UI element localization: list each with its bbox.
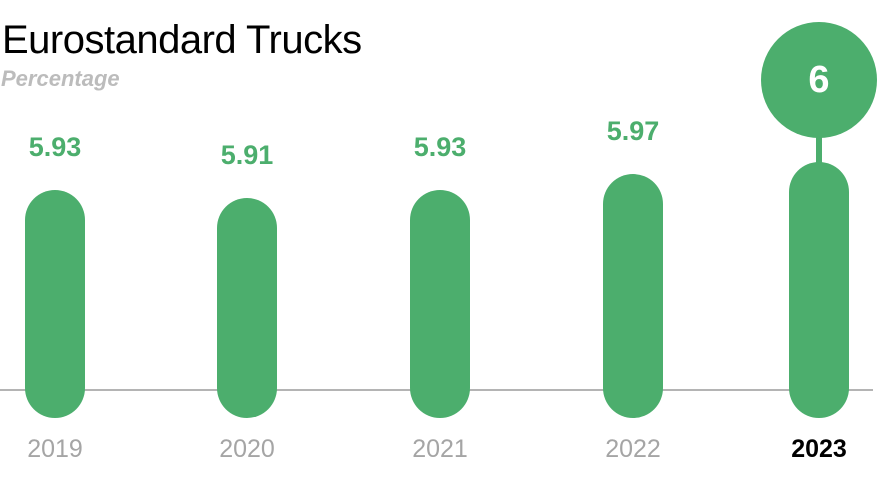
x-axis-label-2023: 2023 (791, 435, 847, 463)
value-label-2022: 5.97 (606, 116, 660, 146)
bar-2022 (603, 174, 663, 418)
x-axis-label-2020: 2020 (219, 435, 275, 463)
bar-2020 (217, 198, 277, 418)
value-label-2019: 5.93 (28, 132, 82, 162)
x-axis-label-2022: 2022 (605, 435, 661, 463)
x-axis-label-2021: 2021 (412, 435, 468, 463)
bar-2021 (410, 190, 470, 418)
value-label-2020: 5.91 (220, 140, 274, 170)
x-axis-label-2019: 2019 (27, 435, 83, 463)
bubble-stem-2023 (816, 136, 822, 172)
bar-2019 (25, 190, 85, 418)
bar-2023 (789, 162, 849, 418)
value-bubble-2023: 6 (761, 22, 877, 138)
chart-subtitle: Percentage (1, 66, 120, 91)
value-label-2021: 5.93 (413, 132, 467, 162)
chart-title: Eurostandard Trucks (2, 18, 362, 62)
